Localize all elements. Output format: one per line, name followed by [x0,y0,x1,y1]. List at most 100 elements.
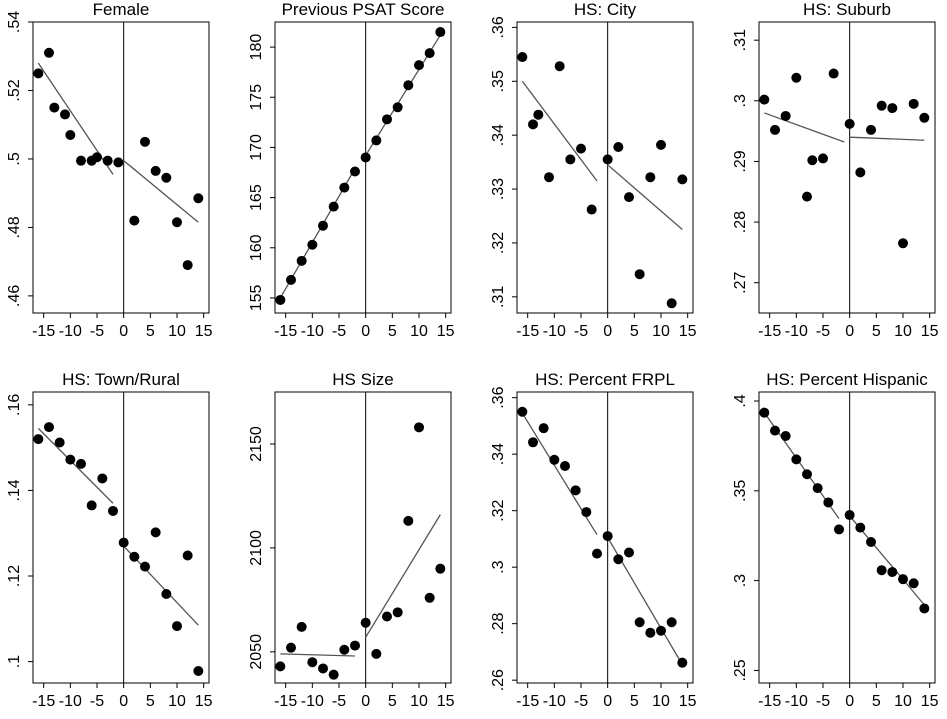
data-point [275,661,286,672]
x-tick-label: -5 [90,323,104,340]
x-tick-label: 0 [119,323,128,340]
y-tick-label: .14 [6,479,23,501]
y-tick-label: .1 [6,655,23,668]
data-point [538,423,549,434]
x-tick-label: 10 [168,323,186,340]
x-tick-label: -15 [32,693,55,710]
data-point [193,666,204,677]
x-tick-label: 10 [894,693,912,710]
data-point [844,118,855,129]
x-tick-label: 10 [652,323,670,340]
data-point [528,437,538,448]
data-point [129,215,140,226]
data-point [150,527,161,538]
x-tick-label: 10 [652,693,670,710]
data-point [286,274,296,285]
data-point [296,621,307,632]
data-point [392,607,403,618]
data-point [656,625,666,636]
x-tick-label: 10 [894,323,912,340]
data-point [435,563,446,574]
data-point [581,507,592,518]
data-point [172,217,182,228]
data-point [140,561,150,572]
data-point [677,174,688,185]
data-point [780,431,791,442]
data-point [76,155,86,166]
plot-frame [32,391,210,684]
plot-frame [758,391,936,684]
data-point [576,143,586,154]
panel-6: HS Size -15 -10 -5 0 5 10 15 2050 2100 2150 [248,370,455,710]
data-point [172,621,182,632]
data-point [818,153,828,164]
panel-1: Female -15 -10 -5 0 5 10 15 .46 .48 .5 .52 .54 [6,0,213,340]
data-point [161,588,172,599]
data-point [318,220,328,231]
fit-line-right [607,164,683,230]
x-tick-label: -10 [543,323,566,340]
x-tick-label: 15 [921,323,939,340]
y-tick-label: .12 [6,565,23,587]
y-tick-label: .26 [490,669,507,691]
data-point [360,152,371,163]
x-tick-label: -10 [59,693,82,710]
x-tick-label: -10 [59,323,82,340]
data-point [624,192,634,203]
data-point [113,157,124,168]
data-point [919,603,930,614]
data-point [382,114,392,125]
data-point [65,129,76,140]
data-point [624,547,634,558]
data-point [613,142,624,153]
x-tick-label: 0 [119,693,128,710]
panel-title: HS: Percent Hispanic [766,370,928,389]
data-point [770,425,780,436]
x-tick-label: -5 [332,693,346,710]
data-point [108,505,118,516]
y-tick-label: .29 [732,150,749,172]
data-point [866,536,876,547]
x-tick-label: 5 [630,323,639,340]
y-tick-label: .31 [490,286,507,308]
y-tick-label: .46 [6,285,23,307]
y-tick-label: .31 [732,29,749,51]
plot-frame [758,21,936,314]
plot-frame [516,21,694,314]
data-point [414,422,424,433]
y-tick-label: .3 [732,574,749,587]
panel-title: HS: Percent FRPL [535,370,675,389]
fit-line-left [37,427,114,504]
y-tick-label: .34 [490,124,507,146]
data-point [328,201,339,212]
x-tick-label: 0 [361,693,370,710]
x-tick-label: 0 [603,693,612,710]
data-point [666,617,677,628]
data-point [193,193,204,204]
data-point [759,94,770,105]
panel-2: Previous PSAT Score -15 -10 -5 0 5 10 15 155 160 1… [248,0,455,340]
data-point [44,47,54,58]
data-point [634,269,645,280]
x-tick-label: 15 [195,693,213,710]
data-point [866,124,876,135]
plot-frame [274,391,452,684]
x-tick-label: -10 [785,323,808,340]
data-point [339,182,350,193]
x-tick-label: -5 [90,693,104,710]
panel-title: Female [93,0,150,19]
y-tick-label: .28 [732,211,749,233]
plot-frame [274,21,452,314]
data-point [318,663,328,674]
data-point [919,112,930,123]
data-point [677,657,688,668]
data-point [275,294,286,305]
data-point [887,566,898,577]
data-point [544,172,554,183]
fit-line-right [365,514,441,638]
x-tick-label: 15 [679,323,697,340]
fit-line-left [280,653,356,657]
data-point [517,406,528,417]
y-tick-label: .5 [6,152,23,165]
data-point [102,155,113,166]
